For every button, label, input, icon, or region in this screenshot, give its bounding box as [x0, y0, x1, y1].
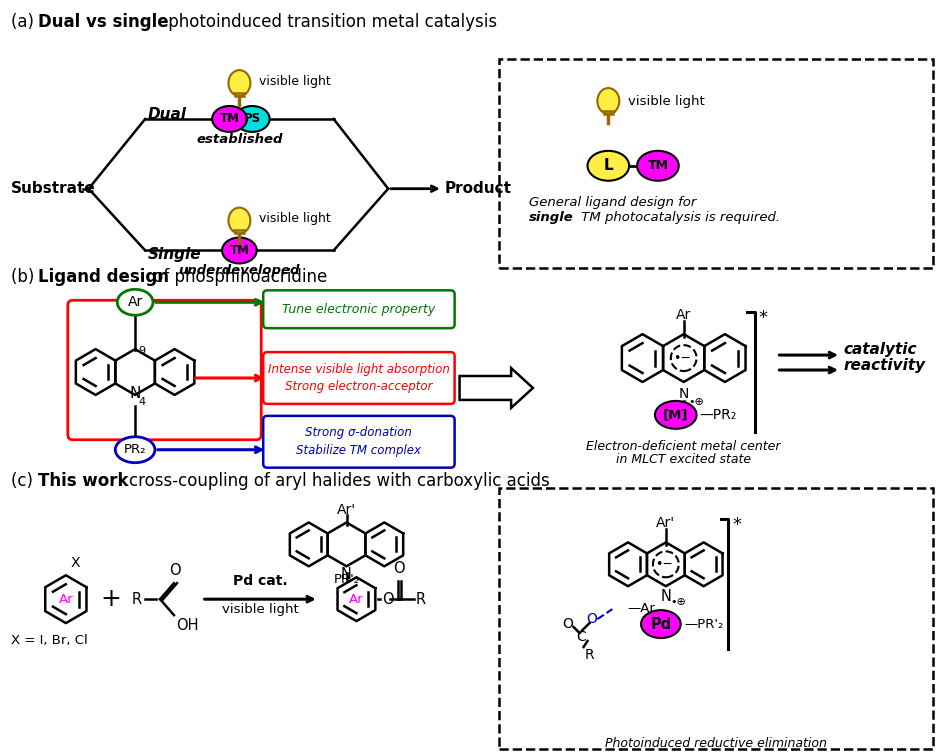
- Text: visible light: visible light: [222, 603, 299, 615]
- FancyBboxPatch shape: [499, 488, 933, 748]
- Text: reactivity: reactivity: [844, 358, 926, 373]
- Ellipse shape: [115, 437, 155, 463]
- Ellipse shape: [637, 151, 679, 181]
- Text: Pd: Pd: [650, 617, 672, 631]
- Text: —Ar: —Ar: [627, 603, 655, 615]
- Text: PR₂: PR₂: [124, 443, 146, 456]
- Text: O: O: [586, 612, 597, 626]
- Text: TM: TM: [647, 160, 668, 172]
- Text: Ar: Ar: [676, 308, 691, 322]
- FancyArrow shape: [459, 368, 533, 408]
- Text: R: R: [416, 592, 426, 606]
- FancyBboxPatch shape: [263, 290, 455, 328]
- Text: TM: TM: [230, 244, 250, 257]
- Text: •−: •−: [655, 558, 673, 571]
- Text: Ar: Ar: [349, 593, 363, 606]
- Text: X = I, Br, Cl: X = I, Br, Cl: [11, 634, 88, 647]
- Text: •−: •−: [673, 352, 691, 364]
- Text: Tune electronic property: Tune electronic property: [282, 302, 436, 316]
- Text: —PR'₂: —PR'₂: [684, 618, 724, 631]
- Text: X: X: [71, 556, 81, 570]
- Ellipse shape: [597, 88, 620, 114]
- Text: Ar: Ar: [127, 296, 142, 309]
- Text: 4: 4: [139, 397, 145, 407]
- Text: Stabilize TM complex: Stabilize TM complex: [296, 445, 421, 457]
- Ellipse shape: [118, 290, 153, 315]
- Text: in MLCT excited state: in MLCT excited state: [616, 453, 752, 466]
- FancyBboxPatch shape: [67, 300, 261, 440]
- Ellipse shape: [229, 70, 251, 96]
- Text: of phosphinoacridine: of phosphinoacridine: [148, 268, 327, 287]
- Text: N: N: [661, 589, 671, 604]
- Text: +: +: [100, 587, 121, 611]
- Text: Ar: Ar: [59, 593, 73, 606]
- Text: Ar': Ar': [337, 503, 356, 516]
- Text: photoinduced transition metal catalysis: photoinduced transition metal catalysis: [163, 14, 497, 31]
- Text: Intense visible light absorption: Intense visible light absorption: [268, 363, 450, 376]
- Text: O: O: [562, 617, 573, 631]
- Text: This work: This work: [38, 472, 128, 490]
- Text: TM photocatalysis is required.: TM photocatalysis is required.: [577, 211, 780, 224]
- Ellipse shape: [655, 401, 697, 429]
- Text: 9: 9: [139, 346, 145, 356]
- Text: : cross-coupling of aryl halides with carboxylic acids: : cross-coupling of aryl halides with ca…: [119, 472, 550, 490]
- Text: catalytic: catalytic: [844, 342, 918, 357]
- Text: visible light: visible light: [259, 75, 331, 88]
- Text: (c): (c): [11, 472, 39, 490]
- Text: (a): (a): [11, 14, 40, 31]
- Text: TM: TM: [219, 113, 239, 125]
- Text: Photoinduced reductive elimination: Photoinduced reductive elimination: [605, 736, 827, 750]
- Text: •⊕: •⊕: [689, 396, 704, 407]
- Text: Strong electron-acceptor: Strong electron-acceptor: [285, 380, 433, 393]
- Text: Product: Product: [445, 181, 512, 197]
- Text: underdeveloped: underdeveloped: [178, 265, 300, 277]
- Text: N: N: [129, 386, 140, 401]
- Text: Dual vs single: Dual vs single: [38, 14, 169, 31]
- Text: [M]: [M]: [663, 408, 689, 421]
- Text: Ar': Ar': [657, 516, 676, 531]
- Ellipse shape: [213, 106, 247, 132]
- Text: Ligand design: Ligand design: [38, 268, 169, 287]
- Text: Pd cat.: Pd cat.: [233, 575, 288, 588]
- Text: —PR₂: —PR₂: [699, 408, 736, 422]
- Text: •⊕: •⊕: [671, 597, 687, 607]
- Text: *: *: [758, 309, 768, 327]
- Ellipse shape: [642, 610, 680, 638]
- Ellipse shape: [235, 106, 270, 132]
- Text: Substrate: Substrate: [11, 181, 96, 197]
- FancyBboxPatch shape: [499, 59, 933, 268]
- Text: R: R: [131, 592, 141, 606]
- Text: O: O: [382, 592, 394, 606]
- Text: visible light: visible light: [628, 94, 705, 107]
- Text: PR'₂: PR'₂: [333, 573, 360, 586]
- Ellipse shape: [229, 208, 251, 234]
- Text: C: C: [577, 630, 586, 644]
- Text: PS: PS: [244, 113, 261, 125]
- FancyBboxPatch shape: [263, 352, 455, 404]
- FancyBboxPatch shape: [263, 416, 455, 468]
- Text: N: N: [679, 386, 689, 401]
- Text: General ligand design for: General ligand design for: [529, 196, 697, 209]
- Text: Single: Single: [148, 247, 202, 262]
- Text: O: O: [169, 563, 180, 578]
- Text: N: N: [341, 567, 352, 582]
- Text: (b): (b): [11, 268, 40, 287]
- Text: L: L: [604, 158, 613, 173]
- Text: visible light: visible light: [259, 212, 331, 225]
- Text: Strong σ-donation: Strong σ-donation: [306, 426, 413, 439]
- Text: *: *: [733, 516, 741, 534]
- Text: O: O: [393, 561, 405, 576]
- Ellipse shape: [587, 151, 629, 181]
- Text: R: R: [585, 648, 594, 662]
- Ellipse shape: [222, 237, 257, 263]
- Text: Electron-deficient metal center: Electron-deficient metal center: [586, 440, 781, 453]
- Text: OH: OH: [176, 618, 198, 633]
- Text: single: single: [529, 211, 574, 224]
- Text: Dual: Dual: [148, 107, 187, 122]
- Text: established: established: [196, 133, 283, 146]
